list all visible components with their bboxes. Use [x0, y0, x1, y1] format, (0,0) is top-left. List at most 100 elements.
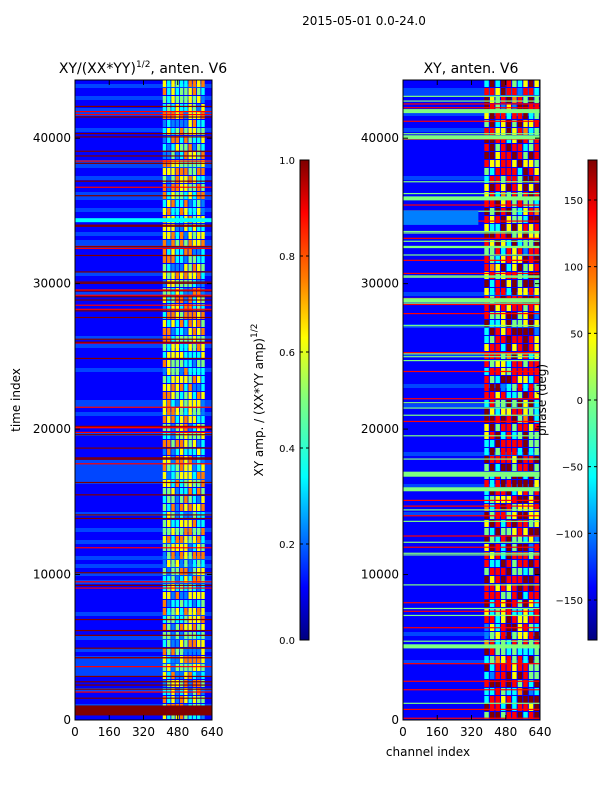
- heatmap-cell: [188, 368, 192, 375]
- heatmap-cell: [175, 384, 180, 391]
- heatmap-cell: [197, 472, 201, 479]
- heatmap-cell: [192, 232, 197, 239]
- flagged-row: [403, 584, 540, 586]
- flagged-row: [75, 186, 212, 188]
- heatmap-cell: [162, 344, 167, 351]
- heatmap-cell: [197, 496, 201, 503]
- heatmap-cell: [489, 88, 495, 95]
- heatmap-cell: [171, 648, 175, 655]
- heatmap-cell: [506, 560, 512, 567]
- heatmap-cell: [489, 528, 495, 535]
- heatmap-cell: [197, 400, 201, 407]
- heatmap-cell: [179, 560, 184, 567]
- heatmap-cell: [171, 352, 175, 359]
- heatmap-cell: [197, 600, 201, 607]
- heatmap-row: [75, 652, 212, 656]
- heatmap-cell: [188, 168, 192, 175]
- heatmap-cell: [201, 648, 205, 655]
- amplitude-ratio-panel: XY/(XX*YY)1/2, anten. V6 0 160 320 480 64001…: [9, 60, 227, 739]
- heatmap-cell: [188, 312, 192, 319]
- heatmap-row: [75, 268, 212, 272]
- heatmap-cell: [534, 328, 539, 335]
- heatmap-cell: [197, 536, 201, 543]
- heatmap-cell: [484, 448, 489, 455]
- heatmap-cell: [162, 680, 167, 687]
- heatmap-cell: [528, 640, 534, 647]
- heatmap-cell: [192, 264, 197, 271]
- heatmap-cell: [489, 144, 495, 151]
- heatmap-cell: [171, 232, 175, 239]
- heatmap-cell: [506, 96, 512, 103]
- heatmap-cell: [188, 552, 192, 559]
- heatmap-cell: [489, 704, 495, 711]
- heatmap-cell: [175, 464, 180, 471]
- heatmap-cell: [175, 416, 180, 423]
- heatmap-cell: [501, 256, 506, 263]
- heatmap-row: [75, 92, 212, 96]
- heatmap-row: [403, 388, 540, 392]
- heatmap-cell: [534, 352, 539, 359]
- heatmap-cell: [517, 592, 523, 599]
- heatmap-row: [403, 416, 540, 420]
- heatmap-cell: [501, 576, 506, 583]
- heatmap-cell: [162, 128, 167, 135]
- phase-band: [403, 135, 540, 140]
- heatmap-cell: [184, 104, 188, 111]
- heatmap-cell: [484, 344, 489, 351]
- heatmap-cell: [523, 408, 528, 415]
- flagged-row: [75, 618, 212, 621]
- heatmap-cell: [184, 208, 188, 215]
- phase-band: [403, 644, 540, 649]
- heatmap-cell: [192, 400, 197, 407]
- heatmap-cell: [517, 464, 523, 471]
- flagged-row: [75, 514, 212, 516]
- flagged-row: [75, 447, 212, 449]
- flagged-row: [403, 352, 540, 354]
- heatmap-cell: [175, 448, 180, 455]
- heatmap-cell: [528, 696, 534, 703]
- heatmap-row: [75, 584, 212, 588]
- heatmap-cell: [506, 448, 512, 455]
- heatmap-cell: [517, 344, 523, 351]
- amplitude-heatmap: [75, 80, 212, 720]
- heatmap-cell: [484, 288, 489, 295]
- heatmap-cell: [523, 160, 528, 167]
- heatmap-cell: [484, 120, 489, 127]
- heatmap-cell: [162, 384, 167, 391]
- heatmap-cell: [171, 104, 175, 111]
- flagged-row: [75, 289, 212, 291]
- flagged-row: [75, 681, 212, 683]
- heatmap-cell: [489, 496, 495, 503]
- heatmap-row: [403, 556, 540, 560]
- heatmap-cell: [512, 120, 517, 127]
- heatmap-cell: [201, 416, 205, 423]
- heatmap-cell: [523, 424, 528, 431]
- heatmap-cell: [501, 632, 506, 639]
- heatmap-cell: [517, 568, 523, 575]
- heatmap-cell: [528, 240, 534, 247]
- heatmap-cell: [188, 432, 192, 439]
- heatmap-cell: [184, 504, 188, 511]
- heatmap-cell: [528, 568, 534, 575]
- heatmap-cell: [179, 168, 184, 175]
- heatmap-cell: [167, 344, 171, 351]
- heatmap-row: [75, 564, 212, 568]
- heatmap-row: [75, 512, 212, 516]
- y-tick-label: 20000: [361, 422, 399, 436]
- heatmap-cell: [534, 488, 539, 495]
- heatmap-row: [403, 344, 540, 348]
- heatmap-cell: [528, 416, 534, 423]
- heatmap-cell: [162, 464, 167, 471]
- heatmap-cell: [179, 120, 184, 127]
- heatmap-cell: [192, 288, 197, 295]
- heatmap-cell: [506, 600, 512, 607]
- heatmap-cell: [501, 584, 506, 591]
- flagged-row: [75, 271, 212, 273]
- heatmap-cell: [528, 88, 534, 95]
- heatmap-cell: [171, 144, 175, 151]
- flagged-row: [403, 499, 540, 501]
- heatmap-cell: [201, 224, 205, 231]
- flagged-row: [75, 458, 212, 460]
- heatmap-row: [403, 320, 540, 324]
